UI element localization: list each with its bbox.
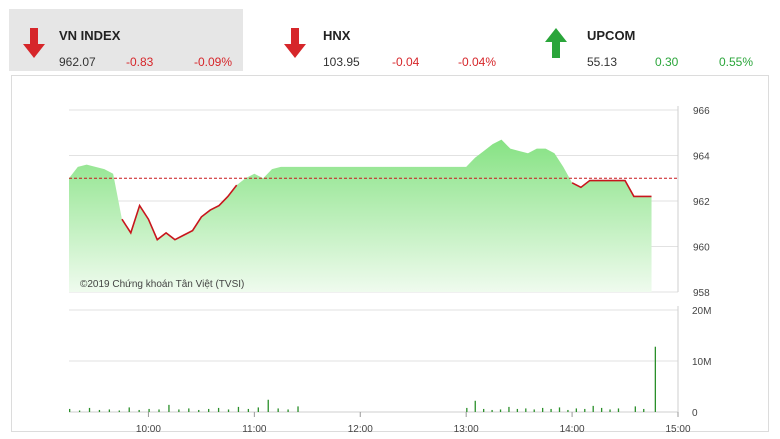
index-value: 103.95	[323, 55, 360, 69]
time-axis: 10:00 11:00 12:00 13:00 14:00 15:00	[136, 412, 691, 435]
index-value: 962.07	[59, 55, 96, 69]
volume-bar	[138, 409, 140, 412]
volume-bar	[267, 399, 269, 412]
volume-axis: 20M 10M 0	[692, 306, 711, 419]
arrow-up-icon	[545, 28, 567, 58]
volume-bar	[297, 406, 299, 412]
price-tick-label: 960	[693, 243, 710, 254]
volume-bar	[108, 409, 111, 412]
index-percent: 0.55%	[719, 55, 754, 69]
volume-bar	[158, 409, 160, 412]
volume-bar	[168, 404, 170, 412]
volume-bar	[188, 408, 190, 412]
volume-bar	[198, 409, 200, 412]
volume-bar	[567, 409, 569, 412]
volume-bar	[474, 400, 476, 412]
arrow-down-icon	[284, 28, 306, 58]
index-percent: -0.09%	[194, 55, 233, 69]
index-name: HNX	[323, 28, 351, 43]
volume-bar	[148, 408, 150, 412]
index-change: -0.83	[126, 55, 154, 69]
volume-bar	[483, 408, 485, 412]
volume-bar	[558, 407, 561, 412]
volume-bar	[654, 346, 656, 412]
index-area	[69, 139, 652, 292]
volume-bar	[617, 408, 620, 412]
volume-bar	[208, 408, 210, 412]
volume-bar	[98, 409, 101, 412]
volume-bar	[217, 407, 220, 412]
time-tick-label: 13:00	[454, 424, 479, 435]
volume-bar	[609, 409, 611, 412]
volume-bar	[277, 408, 279, 412]
index-name: UPCOM	[587, 28, 636, 43]
volume-bar	[508, 406, 510, 412]
price-tick-label: 966	[693, 106, 710, 117]
volume-bar	[257, 407, 259, 412]
volume-tick-label: 20M	[692, 306, 711, 317]
volume-bar	[541, 407, 544, 412]
volume-bar	[643, 408, 645, 412]
volume-bar	[634, 406, 636, 412]
index-tile-hnx[interactable]: HNX 103.95 -0.04 -0.04%	[270, 9, 504, 71]
time-tick-label: 12:00	[348, 424, 373, 435]
volume-bar	[533, 409, 535, 412]
volume-bar	[88, 407, 91, 412]
watermark: ©2019 Chứng khoán Tân Việt (TVSI)	[80, 279, 244, 290]
volume-bar	[516, 408, 519, 412]
index-change: 0.30	[655, 55, 679, 69]
volume-bar	[247, 408, 250, 412]
volume-bars	[69, 346, 656, 412]
price-tick-label: 962	[693, 197, 710, 208]
volume-bar	[491, 409, 493, 412]
time-tick-label: 10:00	[136, 424, 161, 435]
volume-bar	[600, 407, 603, 412]
index-tile-upcom[interactable]: UPCOM 55.13 0.30 0.55%	[531, 9, 771, 71]
volume-bar	[287, 409, 289, 412]
price-axis: 966 964 962 960 958	[693, 106, 710, 299]
index-value: 55.13	[587, 55, 618, 69]
index-line-below-reference	[121, 179, 652, 241]
index-name: VN INDEX	[59, 28, 121, 43]
volume-bar	[227, 409, 230, 412]
time-tick-label: 14:00	[560, 424, 585, 435]
volume-bar	[550, 408, 552, 412]
volume-bar	[69, 408, 71, 412]
price-tick-label: 964	[693, 152, 710, 163]
volume-bar	[592, 405, 594, 412]
arrow-down-icon	[23, 28, 45, 58]
volume-bar	[525, 408, 527, 412]
index-change: -0.04	[392, 55, 420, 69]
index-header: VN INDEX 962.07 -0.83 -0.09% HNX 103.95 …	[0, 0, 780, 72]
volume-bar	[118, 410, 120, 412]
volume-bar	[237, 406, 240, 412]
volume-tick-label: 0	[692, 408, 698, 419]
time-tick-label: 11:00	[242, 424, 267, 435]
volume-bar	[499, 409, 502, 412]
volume-bar	[466, 407, 468, 412]
index-percent: -0.04%	[458, 55, 497, 69]
volume-bar	[128, 407, 130, 412]
volume-tick-label: 10M	[692, 357, 711, 368]
price-tick-label: 958	[693, 288, 710, 299]
volume-bar	[584, 408, 586, 412]
volume-bar	[178, 409, 180, 412]
volume-bar	[78, 410, 81, 412]
time-tick-label: 15:00	[665, 424, 690, 435]
index-tile-vnindex[interactable]: VN INDEX 962.07 -0.83 -0.09%	[9, 9, 243, 71]
volume-bar	[575, 408, 577, 412]
